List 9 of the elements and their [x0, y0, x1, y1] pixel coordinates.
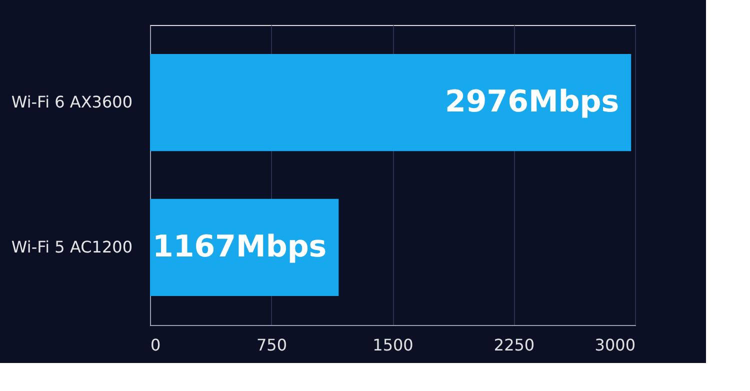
- data-label: 2976Mbps: [444, 84, 620, 120]
- data-label: 1167Mbps: [152, 229, 327, 264]
- x-tick-label: 750: [256, 336, 288, 354]
- x-tick-label: 1500: [372, 336, 414, 354]
- x-tick-label: 3000: [594, 336, 636, 354]
- y-tick-label: Wi-Fi 6 AX3600: [11, 92, 132, 112]
- y-tick-label: Wi-Fi 5 AC1200: [11, 237, 132, 256]
- x-tick-label: 2250: [494, 336, 535, 354]
- x-tick-label: 0: [150, 336, 161, 354]
